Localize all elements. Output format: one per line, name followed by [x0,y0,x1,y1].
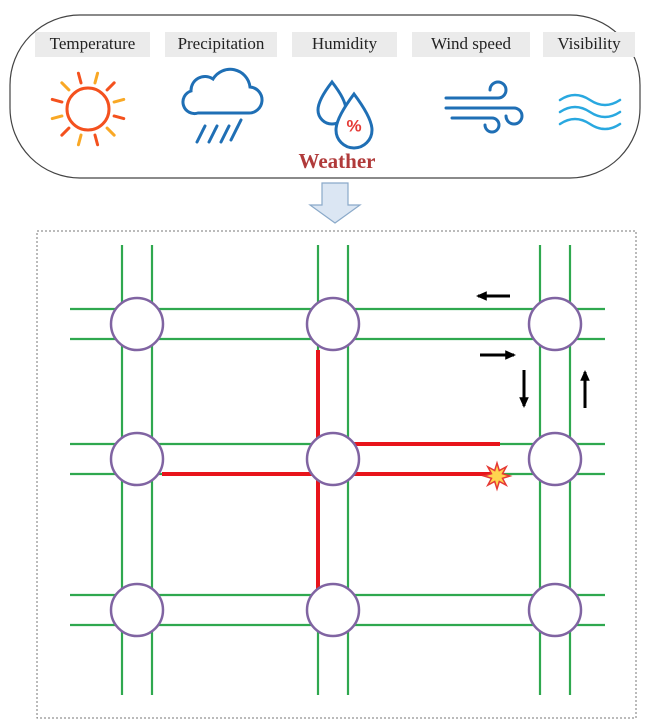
rain-drop [219,124,231,144]
wave [558,117,622,131]
factor-label: Precipitation [178,34,265,53]
wind-line [450,116,501,134]
sun-ray [76,71,83,85]
rain-drop [229,118,243,142]
cloud [181,67,264,116]
label-box [543,32,635,57]
sun-ray [93,133,100,147]
intersection [109,296,165,352]
temperature-icon [50,71,126,147]
arrow-head [519,397,529,408]
sun-ray [105,126,116,137]
sun-ray [50,97,64,104]
intersection [109,582,165,638]
wind-line [444,80,508,100]
sun-ray [60,81,71,92]
label-box [412,32,530,57]
small-drop [316,79,348,126]
road-network [70,245,605,695]
sun-ray [112,114,126,121]
sun-ray [112,97,126,104]
wind-line [444,106,524,126]
big-drop [334,91,374,150]
intersection [305,582,361,638]
label-box [35,32,150,57]
factor-labels: Temperature Precipitation Humidity Wind spe… [35,32,635,57]
wave [558,93,622,107]
humidity-icon: % [316,79,374,150]
factor-label: Wind speed [431,34,512,53]
arrow-head [580,370,590,381]
label-box [292,32,397,57]
arrow-head [476,291,487,301]
intersection [527,296,583,352]
sun-ray [76,133,83,147]
panel-title: Weather [299,149,376,173]
rain-drop [207,124,219,144]
visibility-icon [558,93,622,131]
sun-ray [60,126,71,137]
sun-ray [93,71,100,85]
intersection [527,582,583,638]
sun-ray [50,114,64,121]
arrow-head [505,350,516,360]
intersection [305,431,361,487]
sun-ray [105,81,116,92]
intersection [109,431,165,487]
rain-drop [195,124,207,144]
intersection [305,296,361,352]
intersection [527,431,583,487]
wind-icon [444,80,524,134]
factor-label: Temperature [50,34,136,53]
label-box [165,32,277,57]
precipitation-icon [181,67,264,144]
factor-label: Visibility [557,34,621,53]
flow-arrow [308,182,362,224]
humidity-symbol: % [346,116,361,135]
wave [558,105,622,119]
factor-label: Humidity [312,34,378,53]
sun-disk [65,86,111,132]
incident-marker [481,460,513,492]
